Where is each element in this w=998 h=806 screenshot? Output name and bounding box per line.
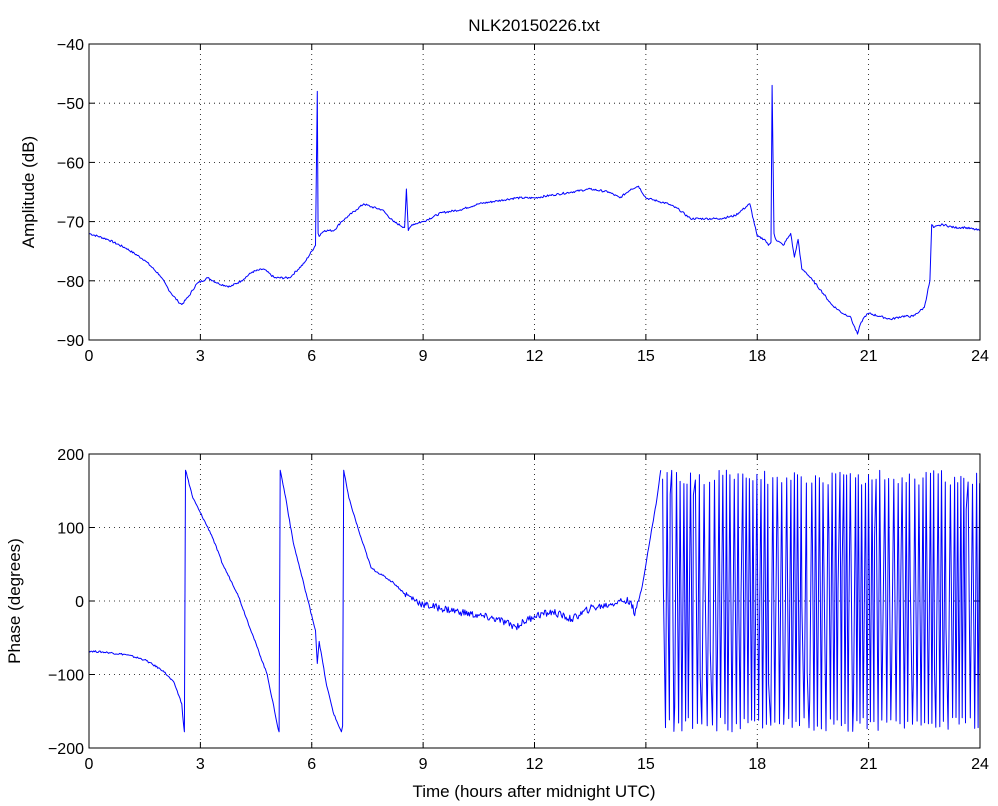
phase-plot-frame: [88, 453, 981, 749]
amplitude-x-tick-label: 15: [637, 348, 655, 365]
amplitude-x-tick-label: 3: [196, 348, 205, 365]
amplitude-x-tick-label: 6: [307, 348, 316, 365]
phase-x-tick-label: 15: [637, 756, 655, 773]
amplitude-plot-frame: [88, 43, 981, 341]
phase-x-ticks: 0 3 6 9 12 15 18 21 24: [85, 454, 989, 773]
phase-x-tick-label: 9: [419, 756, 428, 773]
amplitude-plot-title: NLK20150226.txt: [468, 16, 600, 35]
phase-x-tick-label: 24: [971, 756, 989, 773]
amplitude-x-tick-label: 9: [419, 348, 428, 365]
amplitude-series-line: [88, 84, 981, 335]
amplitude-x-tick-label: 18: [748, 348, 766, 365]
amplitude-y-tick-label: −50: [57, 96, 84, 113]
phase-y-tick-label: −200: [48, 741, 84, 758]
amplitude-y-ticks: −40 −50 −60 −70 −80 −90: [57, 37, 980, 350]
amplitude-y-tick-label: −60: [57, 155, 84, 172]
phase-x-tick-label: 0: [85, 756, 94, 773]
phase-x-tick-label: 3: [196, 756, 205, 773]
amplitude-y-tick-label: −70: [57, 215, 84, 232]
phase-x-tick-label: 6: [307, 756, 316, 773]
phase-y-tick-label: −100: [48, 668, 84, 685]
amplitude-y-tick-label: −90: [57, 333, 84, 350]
phase-y-tick-label: 100: [57, 521, 84, 538]
phase-x-tick-label: 18: [748, 756, 766, 773]
phase-series-line: [88, 469, 662, 733]
phase-y-tick-label: 0: [75, 594, 84, 611]
phase-x-axis-label: Time (hours after midnight UTC): [412, 782, 655, 801]
amplitude-x-tick-label: 24: [971, 348, 989, 365]
phase-y-tick-label: 200: [57, 447, 84, 464]
amplitude-grid: [89, 44, 980, 340]
amplitude-x-ticks: 0 3 6 9 12 15 18 21 24: [85, 44, 989, 365]
amplitude-x-tick-label: 12: [526, 348, 544, 365]
amplitude-x-tick-label: 0: [85, 348, 94, 365]
phase-y-axis-label: Phase (degrees): [5, 538, 24, 664]
phase-y-ticks: 200 100 0 −100 −200: [48, 447, 980, 758]
amplitude-y-tick-label: −40: [57, 37, 84, 54]
phase-x-tick-label: 21: [860, 756, 878, 773]
phase-grid: [89, 454, 980, 748]
amplitude-x-tick-label: 21: [860, 348, 878, 365]
phase-x-tick-label: 12: [526, 756, 544, 773]
amplitude-y-axis-label: Amplitude (dB): [19, 136, 38, 248]
phase-noise-region: [662, 469, 981, 733]
phase-plot: 200 100 0 −100 −200 0 3 6 9 12 15 18 21 24 Phase (de…: [5, 447, 989, 801]
amplitude-y-tick-label: −80: [57, 274, 84, 291]
amplitude-plot: NLK20150226.txt −40 −50 −60 −70 −80 −90 0 3 6 9 1…: [19, 16, 989, 365]
